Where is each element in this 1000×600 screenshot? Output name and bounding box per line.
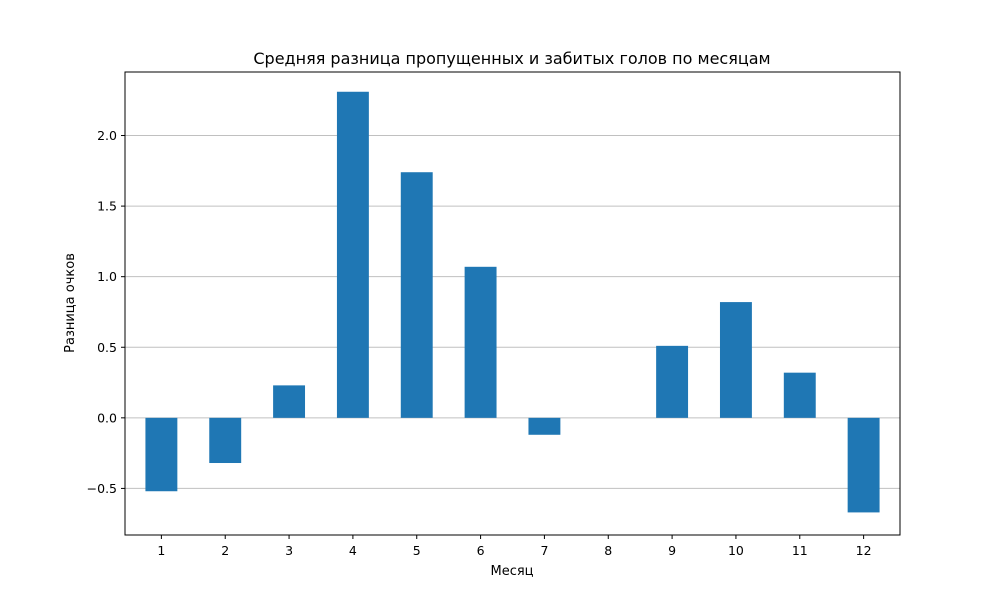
- bar-month-4: [336, 91, 369, 418]
- y-tick-label: 0.0: [97, 410, 117, 425]
- y-tick-label: 0.5: [97, 340, 117, 355]
- x-tick-label: 12: [856, 543, 872, 558]
- x-tick-label: 3: [285, 543, 293, 558]
- bar-month-12: [847, 417, 880, 513]
- x-tick-label: 1: [157, 543, 165, 558]
- y-tick-label: 1.5: [97, 199, 117, 214]
- bar-month-7: [528, 417, 561, 435]
- x-tick-label: 5: [413, 543, 421, 558]
- bar-month-2: [209, 417, 242, 464]
- chart-title: Средняя разница пропущенных и забитых го…: [253, 49, 770, 68]
- bar-month-5: [400, 172, 433, 418]
- x-axis-label: Месяц: [490, 564, 533, 579]
- bar-month-10: [719, 302, 752, 418]
- x-tick-label: 11: [792, 543, 808, 558]
- bars: [145, 91, 880, 513]
- x-tick-label: 7: [540, 543, 548, 558]
- x-axis-ticks: 1 2 3 4 5 6 7 8 9 10 11 12: [157, 535, 872, 558]
- x-tick-label: 8: [604, 543, 612, 558]
- bar-month-11: [783, 372, 816, 418]
- bar-month-1: [145, 417, 178, 492]
- bar-month-6: [464, 266, 497, 418]
- x-tick-label: 6: [477, 543, 485, 558]
- y-tick-label: 2.0: [97, 128, 117, 143]
- x-tick-label: 9: [668, 543, 676, 558]
- plot-frame: [124, 71, 901, 536]
- y-tick-label: −0.5: [87, 481, 117, 496]
- y-axis-ticks: −0.5 0.0 0.5 1.0 1.5 2.0: [87, 128, 125, 496]
- x-tick-label: 2: [221, 543, 229, 558]
- bar-month-9: [656, 345, 689, 418]
- y-axis-label: Разница очков: [63, 253, 78, 353]
- bar-month-3: [273, 385, 306, 418]
- y-gridlines: [125, 135, 900, 489]
- y-tick-label: 1.0: [97, 269, 117, 284]
- x-tick-label: 4: [349, 543, 357, 558]
- x-tick-label: 10: [728, 543, 744, 558]
